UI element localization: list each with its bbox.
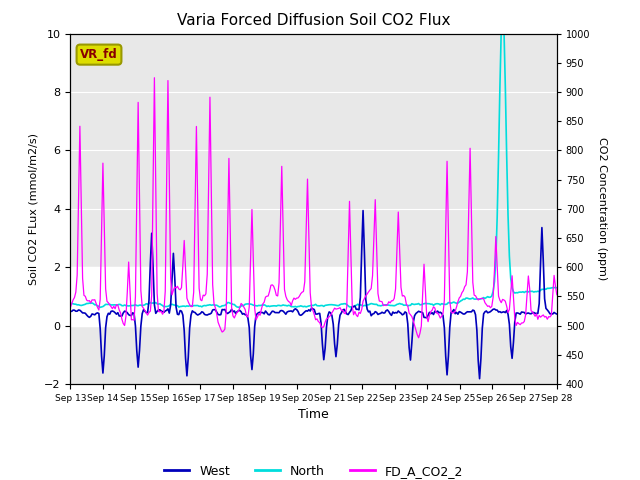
Legend: West, North, FD_A_CO2_2: West, North, FD_A_CO2_2 [159,460,468,480]
X-axis label: Time: Time [298,408,329,421]
Title: Varia Forced Diffusion Soil CO2 Flux: Varia Forced Diffusion Soil CO2 Flux [177,13,451,28]
Y-axis label: CO2 Concentration (ppm): CO2 Concentration (ppm) [597,137,607,280]
Y-axis label: Soil CO2 FLux (mmol/m2/s): Soil CO2 FLux (mmol/m2/s) [29,133,38,285]
Bar [70,267,557,325]
Text: VR_fd: VR_fd [80,48,118,61]
